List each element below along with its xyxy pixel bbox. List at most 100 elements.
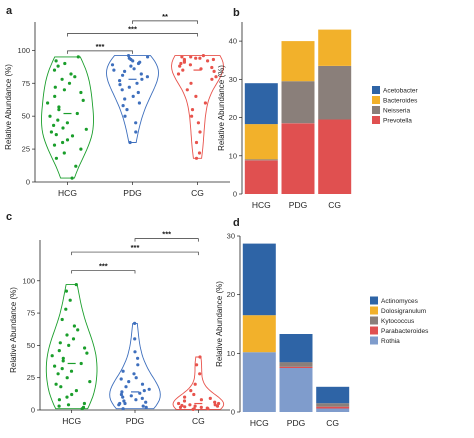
x-tick-label: PDG xyxy=(126,416,144,426)
x-tick-label: PDG xyxy=(289,200,307,210)
data-point xyxy=(129,394,133,398)
data-point xyxy=(134,376,138,380)
data-point xyxy=(177,401,181,406)
data-point xyxy=(127,380,131,384)
data-point xyxy=(70,134,75,138)
data-point xyxy=(124,385,128,389)
data-point xyxy=(85,351,89,355)
y-tick-label: 75 xyxy=(27,309,35,318)
data-point xyxy=(57,108,61,112)
data-point xyxy=(71,337,76,341)
y-tick-label: 25 xyxy=(22,145,30,154)
data-point xyxy=(133,337,137,341)
data-point xyxy=(144,400,148,404)
data-point xyxy=(50,354,54,358)
data-point xyxy=(183,405,187,409)
data-point xyxy=(192,392,196,397)
bar-segment-Dolosigranulum xyxy=(242,315,276,353)
data-point xyxy=(84,127,88,131)
data-point xyxy=(121,407,125,411)
data-point xyxy=(198,130,202,134)
data-point xyxy=(118,401,122,406)
data-point xyxy=(56,372,60,376)
data-point xyxy=(82,401,86,406)
y-tick-label: 30 xyxy=(229,75,237,84)
y-tick-label: 0 xyxy=(26,178,30,187)
data-point xyxy=(119,392,123,397)
legend-label: Kytococcus xyxy=(381,318,415,325)
bar-segment-Prevotella xyxy=(244,160,278,194)
bar-segment-Actinomyces xyxy=(316,386,350,404)
data-point xyxy=(182,57,186,62)
significance-bracket xyxy=(67,50,133,54)
data-point xyxy=(64,289,68,293)
data-point xyxy=(146,55,150,59)
data-point xyxy=(56,118,60,122)
y-tick-label: 40 xyxy=(229,37,237,46)
data-point xyxy=(61,140,65,145)
data-point xyxy=(131,94,135,98)
data-point xyxy=(52,68,57,72)
data-point xyxy=(213,403,217,407)
data-point xyxy=(214,75,218,79)
bar-segment-Rothia xyxy=(316,408,350,412)
x-tick-label: PDG xyxy=(123,188,141,198)
data-point xyxy=(145,75,149,79)
data-point xyxy=(62,151,66,155)
y-tick-label: 25 xyxy=(27,373,35,382)
legend-label: Bacteroides xyxy=(383,98,418,105)
data-point xyxy=(212,69,216,73)
data-point xyxy=(133,321,137,325)
bar-segment-Neisseria xyxy=(281,81,315,124)
x-tick-label: HCG xyxy=(58,188,77,198)
data-point xyxy=(54,382,58,386)
data-point xyxy=(192,407,196,411)
data-point xyxy=(134,398,138,402)
bar-segment-Rothia xyxy=(279,368,313,412)
legend-swatch xyxy=(370,326,378,335)
x-tick-label: HCG xyxy=(252,200,271,210)
data-point xyxy=(144,405,148,409)
data-point xyxy=(61,356,65,360)
data-point xyxy=(69,369,74,373)
legend-label: Dolosigranulum xyxy=(381,308,426,315)
data-point xyxy=(193,404,197,408)
significance-bracket xyxy=(67,33,198,37)
data-point xyxy=(59,385,63,389)
data-point xyxy=(119,377,123,381)
data-point xyxy=(134,121,138,125)
bar-segment-Kytococcus xyxy=(316,403,350,407)
data-point xyxy=(195,363,199,367)
bar-segment-Bacteroides xyxy=(244,124,278,160)
data-point xyxy=(128,140,132,145)
data-point xyxy=(57,398,62,402)
data-point xyxy=(112,68,116,72)
data-point xyxy=(213,400,217,404)
data-point xyxy=(147,387,151,391)
data-point xyxy=(194,156,199,160)
data-point xyxy=(75,111,79,116)
violin-PDG xyxy=(109,322,161,410)
legend-label: Acetobacter xyxy=(383,88,419,95)
data-point xyxy=(120,88,124,92)
y-tick-label: 10 xyxy=(229,151,237,160)
data-point xyxy=(54,59,58,63)
legend-swatch xyxy=(370,306,378,315)
data-point xyxy=(60,317,64,322)
data-point xyxy=(189,81,193,85)
legend-label: Neisseria xyxy=(383,108,410,115)
data-point xyxy=(198,56,202,60)
data-point xyxy=(208,396,212,400)
data-point xyxy=(206,59,210,63)
significance-label: *** xyxy=(128,24,137,33)
data-point xyxy=(81,405,86,409)
data-point xyxy=(210,77,214,81)
data-point xyxy=(140,77,144,81)
bar-segment-Acetobacter xyxy=(244,83,278,125)
significance-label: ** xyxy=(162,12,168,21)
data-point xyxy=(123,69,127,73)
data-point xyxy=(188,403,192,407)
data-point xyxy=(49,130,54,134)
violin-CG xyxy=(171,55,224,159)
data-point xyxy=(180,55,184,59)
